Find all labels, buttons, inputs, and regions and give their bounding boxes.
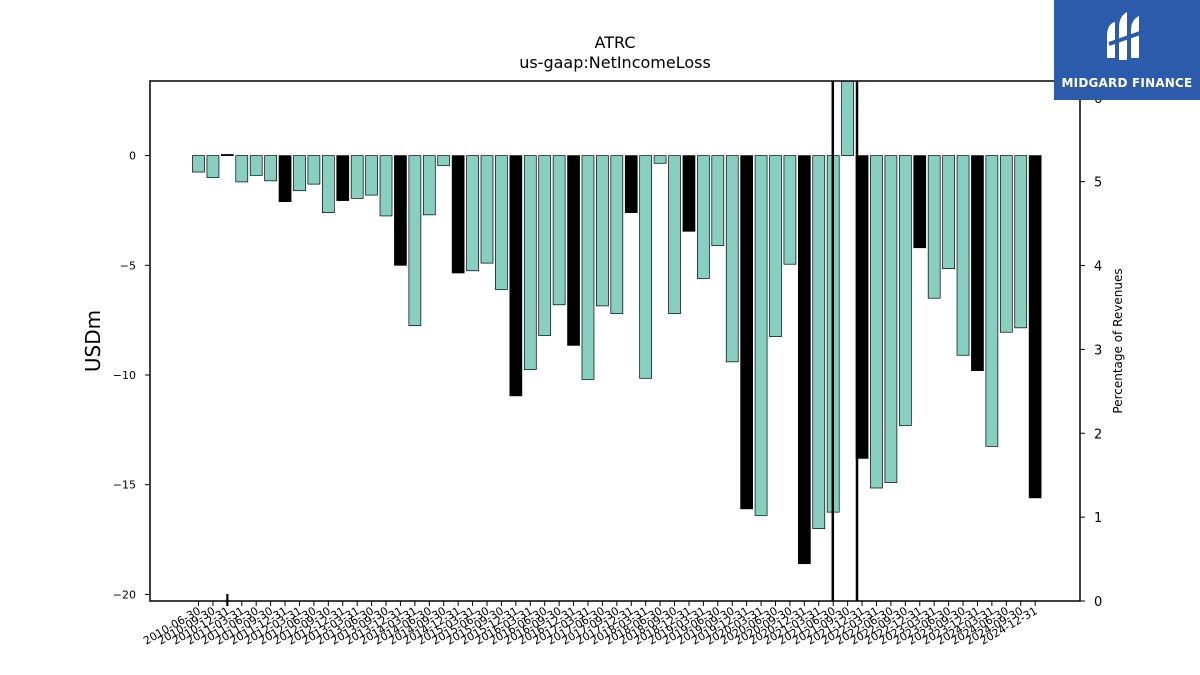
y2-tick-label: 0 — [1094, 595, 1102, 610]
bar-annual — [913, 155, 927, 249]
bar-quarterly — [350, 155, 364, 199]
y-tick-label: −10 — [113, 369, 136, 382]
bar-quarterly — [249, 155, 263, 176]
y2-tick-label: 1 — [1094, 511, 1102, 526]
bar-quarterly — [898, 155, 912, 426]
bar-quarterly — [596, 155, 609, 307]
bar-quarterly — [610, 155, 624, 314]
y2-axis-label: Percentage of Revenues — [1111, 268, 1125, 413]
y2-tick-label: 2 — [1094, 427, 1102, 442]
bar-quarterly — [206, 155, 220, 178]
bar-quarterly — [235, 155, 249, 183]
bar-quarterly — [754, 155, 768, 516]
bar-annual — [567, 155, 580, 346]
bar-quarterly — [927, 155, 941, 299]
bar-quarterly — [725, 155, 739, 363]
bar-quarterly — [653, 155, 667, 164]
y2-tick-label: 3 — [1094, 343, 1102, 358]
bar-quarterly — [437, 155, 451, 166]
y2-tick-label: 4 — [1094, 260, 1102, 275]
bar-quarterly — [293, 155, 306, 192]
bar-annual — [509, 155, 523, 397]
bar-annual — [221, 154, 234, 156]
y-tick-label: 0 — [129, 150, 136, 163]
plot-area — [192, 80, 1042, 601]
chart-title: ATRC — [595, 33, 636, 52]
bar-quarterly — [783, 155, 797, 265]
bar-quarterly — [379, 155, 393, 217]
bar-quarterly — [480, 155, 494, 264]
bar-quarterly — [841, 80, 854, 156]
bar-annual — [278, 155, 292, 203]
bar-annual — [624, 155, 638, 214]
y-tick-label: −15 — [113, 479, 136, 492]
bar-quarterly — [552, 155, 566, 306]
y2-tick-label: 5 — [1094, 176, 1102, 191]
bar-quarterly — [1014, 155, 1028, 329]
y-tick-label: −20 — [113, 588, 136, 601]
bar-quarterly — [192, 155, 205, 173]
bar-quarterly — [307, 155, 321, 185]
bar-quarterly — [711, 155, 725, 246]
bar-quarterly — [466, 155, 479, 272]
bar-quarterly — [639, 155, 653, 379]
bar-quarterly — [999, 155, 1013, 333]
bar-quarterly — [365, 155, 378, 196]
bar-quarterly — [942, 155, 955, 269]
bar-quarterly — [581, 155, 595, 380]
brand-name: MIDGARD FINANCE — [1061, 76, 1193, 90]
axes: 0−5−10−15−2001234562010-06-302010-09-302… — [113, 92, 1103, 648]
bar-quarterly — [956, 155, 970, 356]
bar-annual — [336, 155, 350, 201]
bar-quarterly — [264, 155, 277, 182]
plot-frame — [149, 80, 1081, 602]
bar-quarterly — [697, 155, 710, 279]
bar-quarterly — [812, 155, 826, 529]
bar-annual — [1028, 155, 1042, 499]
bar-quarterly — [870, 155, 883, 489]
bar-quarterly — [884, 155, 898, 483]
midgard-logo-icon — [1107, 12, 1144, 60]
brand-logo: MIDGARD FINANCE — [1054, 0, 1200, 100]
bar-annual — [740, 155, 754, 510]
bar-quarterly — [985, 155, 999, 447]
chart-subtitle: us-gaap:NetIncomeLoss — [519, 53, 711, 72]
bar-annual — [797, 155, 811, 565]
bar-quarterly — [408, 155, 422, 326]
y-tick-label: −5 — [120, 259, 136, 272]
bar-quarterly — [523, 155, 537, 370]
bar-annual — [394, 155, 407, 266]
bar-quarterly — [495, 155, 508, 290]
bar-quarterly — [321, 155, 335, 214]
bar-quarterly — [538, 155, 552, 336]
bar-quarterly — [668, 155, 681, 314]
bar-annual — [682, 155, 696, 232]
y-axis-label: USDm — [81, 310, 105, 372]
bar-quarterly — [769, 155, 782, 337]
bar-quarterly — [422, 155, 436, 216]
bar-annual — [451, 155, 465, 274]
bar-annual — [971, 155, 984, 371]
